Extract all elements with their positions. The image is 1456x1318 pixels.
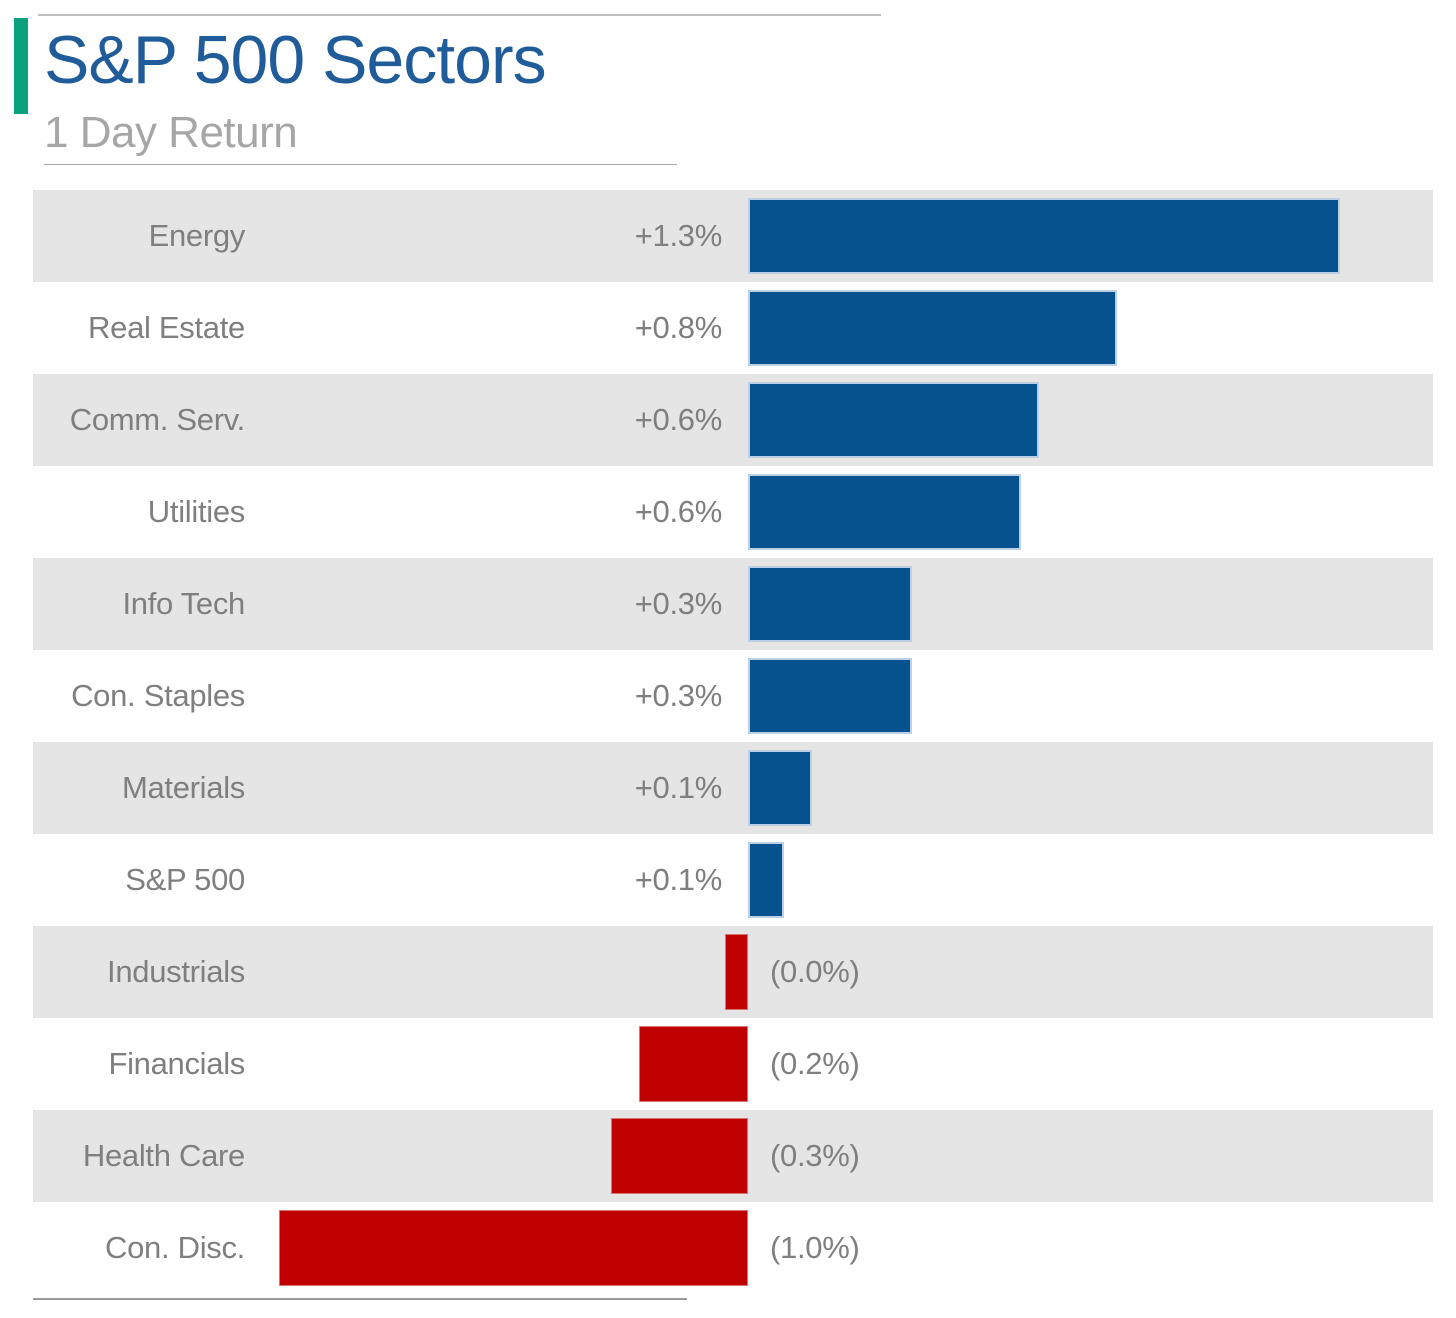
- category-label: Health Care: [82, 1138, 245, 1173]
- chart-row-energy: Energy +1.3%: [33, 190, 1433, 282]
- value-label: +0.8%: [634, 310, 723, 345]
- title-accent-bar: [14, 18, 28, 114]
- chart-row-con-staples: Con. Staples +0.3%: [33, 650, 1433, 742]
- value-label: (0.3%): [770, 1138, 860, 1173]
- negative-return-bar: [279, 1210, 748, 1286]
- bottom-divider: [33, 1298, 687, 1300]
- category-label: S&P 500: [125, 862, 245, 897]
- negative-return-bar: [611, 1118, 748, 1194]
- negative-return-bar: [639, 1026, 748, 1102]
- positive-return-bar: [748, 474, 1021, 550]
- sector-bar-chart: Energy +1.3% Real Estate +0.8% Comm. Serv. +0…: [33, 190, 1433, 1294]
- positive-return-bar: [748, 566, 912, 642]
- chart-row-financials: Financials (0.2%): [33, 1018, 1433, 1110]
- category-label: Con. Disc.: [105, 1230, 245, 1265]
- value-label: (1.0%): [770, 1230, 860, 1265]
- positive-return-bar: [748, 842, 784, 918]
- top-divider: [38, 14, 881, 16]
- positive-return-bar: [748, 658, 912, 734]
- value-label: +1.3%: [634, 218, 723, 253]
- chart-subtitle: 1 Day Return: [44, 108, 298, 157]
- category-label: Materials: [121, 770, 245, 805]
- value-label: (0.0%): [770, 954, 860, 989]
- category-label: Utilities: [147, 494, 246, 529]
- category-label: Energy: [148, 218, 246, 253]
- chart-row-utilities: Utilities +0.6%: [33, 466, 1433, 558]
- positive-return-bar: [748, 290, 1117, 366]
- positive-return-bar: [748, 198, 1340, 274]
- chart-row-industrials: Industrials (0.0%): [33, 926, 1433, 1018]
- value-label: +0.6%: [634, 402, 723, 437]
- subtitle-divider: [44, 164, 677, 165]
- negative-return-bar: [725, 934, 748, 1010]
- chart-row-real-estate: Real Estate +0.8%: [33, 282, 1433, 374]
- category-label: Con. Staples: [71, 678, 245, 713]
- chart-row-comm-serv: Comm. Serv. +0.6%: [33, 374, 1433, 466]
- category-label: Info Tech: [122, 586, 245, 621]
- value-label: +0.3%: [634, 586, 723, 621]
- chart-row-materials: Materials +0.1%: [33, 742, 1433, 834]
- value-label: +0.1%: [634, 862, 723, 897]
- value-label: +0.6%: [634, 494, 723, 529]
- positive-return-bar: [748, 382, 1039, 458]
- value-label: +0.3%: [634, 678, 723, 713]
- positive-return-bar: [748, 750, 812, 826]
- value-label: (0.2%): [770, 1046, 860, 1081]
- chart-title: S&P 500 Sectors: [44, 22, 547, 98]
- chart-row-info-tech: Info Tech +0.3%: [33, 558, 1433, 650]
- chart-row-con-disc: Con. Disc. (1.0%): [33, 1202, 1433, 1294]
- category-label: Financials: [108, 1046, 245, 1081]
- category-label: Comm. Serv.: [69, 402, 246, 437]
- chart-row-s-p-500: S&P 500 +0.1%: [33, 834, 1433, 926]
- category-label: Industrials: [107, 954, 245, 989]
- value-label: +0.1%: [634, 770, 723, 805]
- chart-row-health-care: Health Care (0.3%): [33, 1110, 1433, 1202]
- category-label: Real Estate: [88, 310, 245, 345]
